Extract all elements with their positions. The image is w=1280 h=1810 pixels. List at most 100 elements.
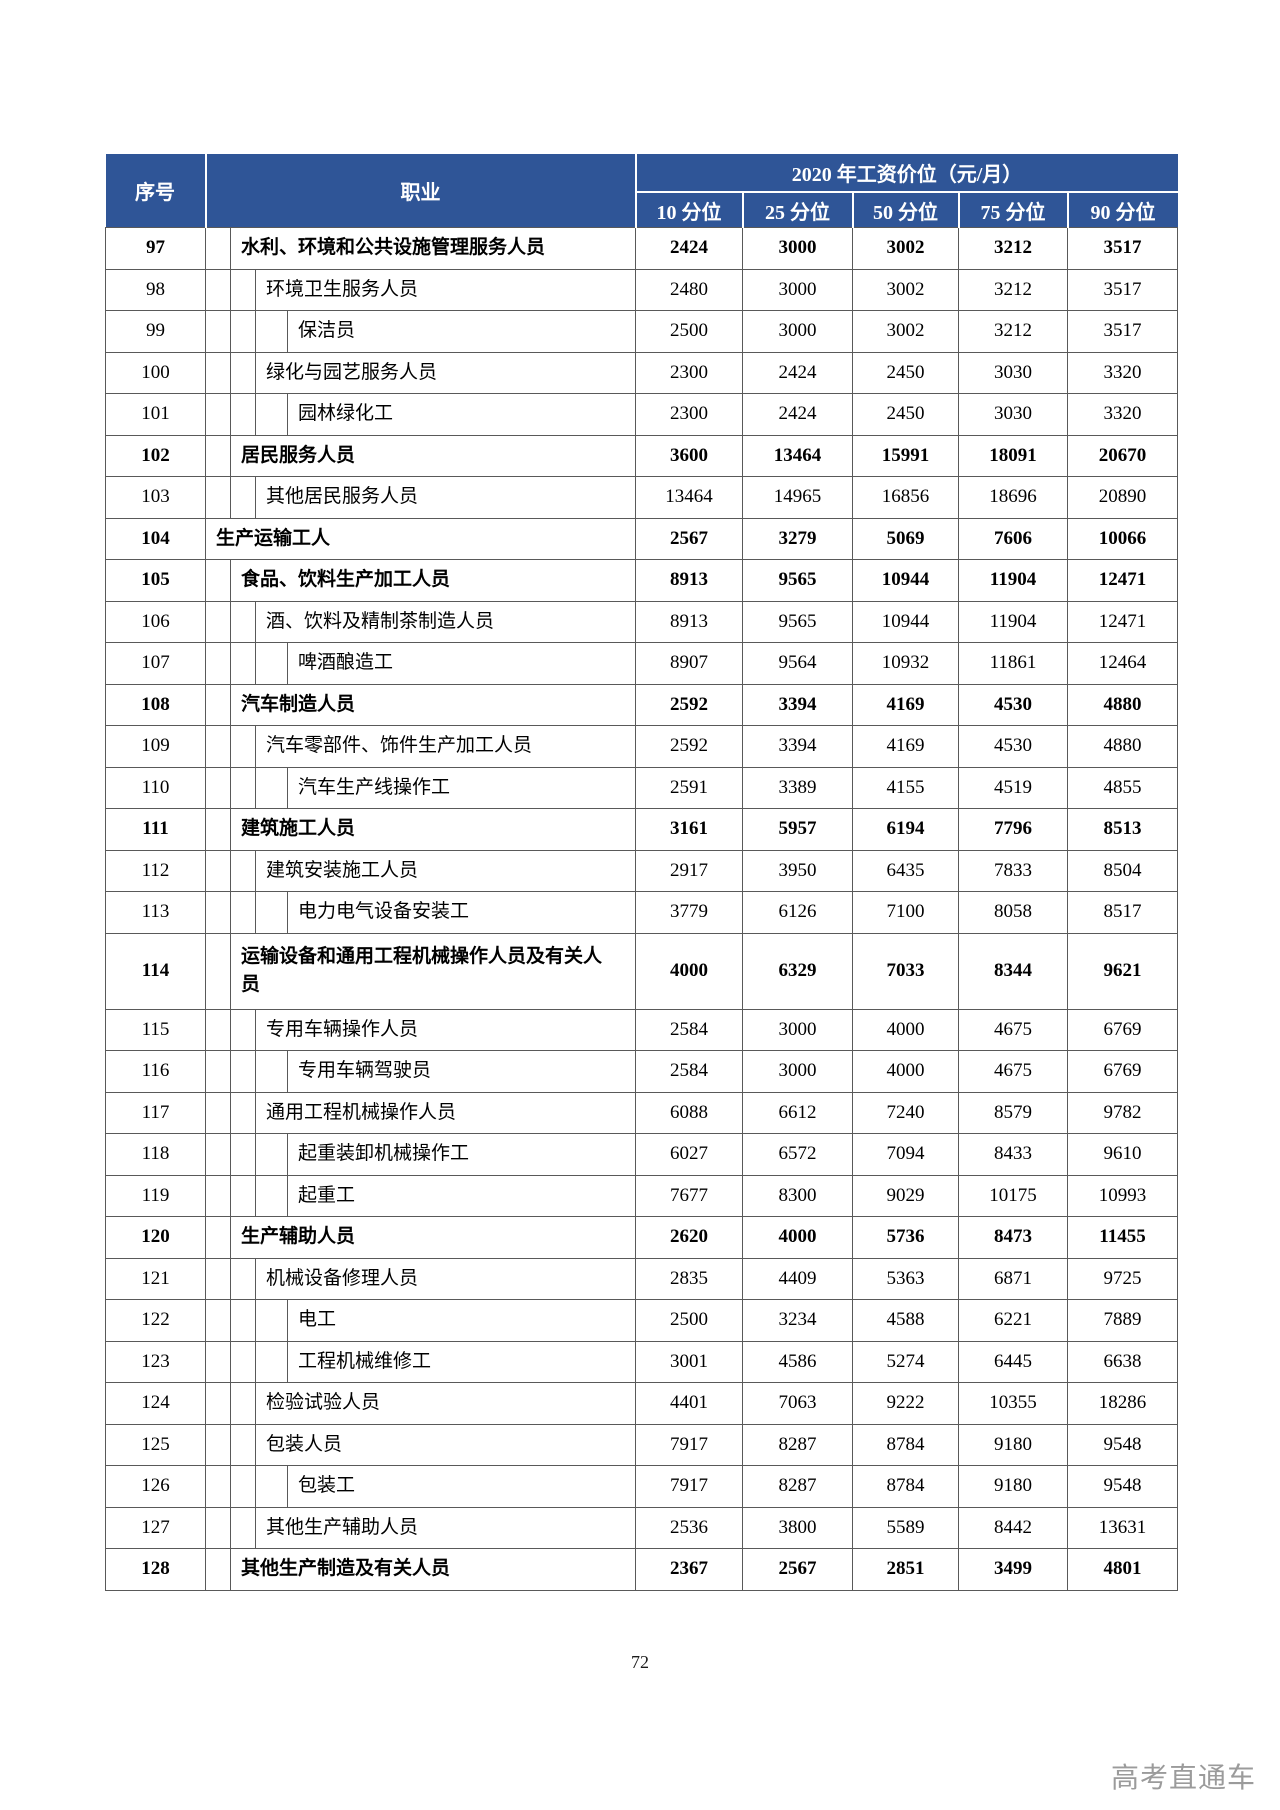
indent-cell [205,1050,231,1093]
value-cell: 11861 [958,642,1068,685]
value-cell: 10355 [958,1382,1068,1425]
value-cell: 4169 [852,725,959,768]
seq-cell: 115 [105,1008,206,1051]
value-cell: 2500 [635,1299,743,1342]
indent-cell [230,310,256,353]
header-wage-group: 2020 年工资价位（元/月） [634,154,1178,193]
indent-cell [205,683,231,726]
seq-cell: 106 [105,600,206,643]
indent-cell [230,476,256,519]
table-row: 101 园林绿化工 2300 2424 2450 3030 3320 [105,393,1178,436]
value-cell: 2851 [852,1548,959,1591]
indent-cell [205,351,231,394]
indent-cell [205,1382,231,1425]
value-cell: 2584 [635,1008,743,1051]
value-cell: 5069 [852,517,959,560]
value-cell: 3000 [742,310,853,353]
value-cell: 6445 [958,1340,1068,1383]
occupation-cell: 水利、环境和公共设施管理服务人员 [230,227,636,270]
table-row: 98 环境卫生服务人员 2480 3000 3002 3212 3517 [105,268,1178,311]
indent-cell [230,766,256,809]
indent-cell [205,766,231,809]
value-cell: 12471 [1067,559,1178,602]
value-cell: 4169 [852,683,959,726]
indent-cell [230,351,256,394]
value-cell: 4409 [742,1257,853,1300]
table-row: 125 包装人员 7917 8287 8784 9180 9548 [105,1423,1178,1466]
occupation-cell: 绿化与园艺服务人员 [255,351,636,394]
header-percentile-25分位: 25 分位 [741,191,854,228]
value-cell: 6769 [1067,1050,1178,1093]
indent-cell [230,642,256,685]
indent-cell [255,642,288,685]
occupation-cell: 通用工程机械操作人员 [255,1091,636,1134]
indent-cell [255,891,288,934]
seq-cell: 110 [105,766,206,809]
value-cell: 10944 [852,600,959,643]
value-cell: 8913 [635,559,743,602]
table-row: 118 起重装卸机械操作工 6027 6572 7094 8433 9610 [105,1133,1178,1176]
value-cell: 7100 [852,891,959,934]
indent-cell [205,891,231,934]
value-cell: 9548 [1067,1465,1178,1508]
value-cell: 8058 [958,891,1068,934]
value-cell: 9180 [958,1423,1068,1466]
occupation-cell: 居民服务人员 [230,434,636,477]
value-cell: 6572 [742,1133,853,1176]
indent-cell [255,1174,288,1217]
table-row: 109 汽车零部件、饰件生产加工人员 2592 3394 4169 4530 4880 [105,725,1178,768]
value-cell: 2835 [635,1257,743,1300]
indent-cell [205,849,231,892]
value-cell: 4586 [742,1340,853,1383]
seq-cell: 124 [105,1382,206,1425]
value-cell: 9548 [1067,1423,1178,1466]
header-seq: 序号 [105,154,207,228]
indent-cell [205,808,231,851]
value-cell: 8784 [852,1465,959,1508]
indent-cell [205,600,231,643]
seq-cell: 122 [105,1299,206,1342]
value-cell: 6638 [1067,1340,1178,1383]
table-row: 112 建筑安装施工人员 2917 3950 6435 7833 8504 [105,849,1178,892]
seq-cell: 97 [105,227,206,270]
table-row: 120 生产辅助人员 2620 4000 5736 8473 11455 [105,1216,1178,1259]
indent-cell [205,932,231,1010]
value-cell: 4000 [852,1008,959,1051]
indent-cell [230,891,256,934]
seq-cell: 126 [105,1465,206,1508]
indent-cell [205,1340,231,1383]
occupation-cell: 食品、饮料生产加工人员 [230,559,636,602]
table-body: 97 水利、环境和公共设施管理服务人员 2424 3000 3002 3212 3517 98… [105,227,1178,1591]
value-cell: 8300 [742,1174,853,1217]
value-cell: 7606 [958,517,1068,560]
seq-cell: 113 [105,891,206,934]
header-percentile-50分位: 50 分位 [851,191,960,228]
indent-cell [205,310,231,353]
value-cell: 20890 [1067,476,1178,519]
seq-cell: 99 [105,310,206,353]
value-cell: 6221 [958,1299,1068,1342]
value-cell: 9222 [852,1382,959,1425]
seq-cell: 118 [105,1133,206,1176]
occupation-cell: 保洁员 [287,310,636,353]
table-row: 103 其他居民服务人员 13464 14965 16856 18696 20890 [105,476,1178,519]
table-row: 126 包装工 7917 8287 8784 9180 9548 [105,1465,1178,1508]
value-cell: 8473 [958,1216,1068,1259]
value-cell: 3779 [635,891,743,934]
table-row: 108 汽车制造人员 2592 3394 4169 4530 4880 [105,683,1178,726]
table-row: 106 酒、饮料及精制茶制造人员 8913 9565 10944 11904 12471 [105,600,1178,643]
value-cell: 2567 [742,1548,853,1591]
value-cell: 16856 [852,476,959,519]
seq-cell: 119 [105,1174,206,1217]
occupation-cell: 起重工 [287,1174,636,1217]
table-row: 128 其他生产制造及有关人员 2367 2567 2851 3499 4801 [105,1548,1178,1591]
value-cell: 4880 [1067,683,1178,726]
value-cell: 3212 [958,268,1068,311]
seq-cell: 114 [105,932,206,1010]
indent-cell [255,766,288,809]
value-cell: 4588 [852,1299,959,1342]
value-cell: 2620 [635,1216,743,1259]
value-cell: 3161 [635,808,743,851]
header-occupation: 职业 [204,154,637,228]
value-cell: 2450 [852,393,959,436]
